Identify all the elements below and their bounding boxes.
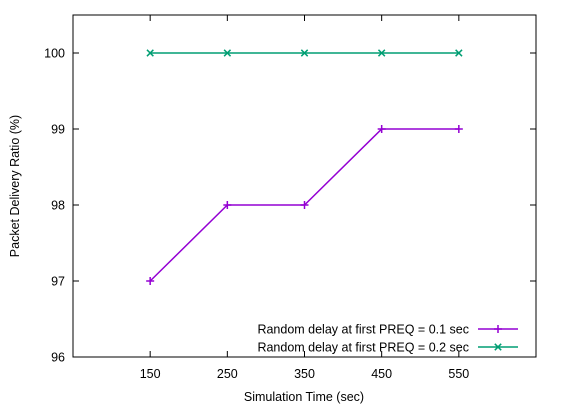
series-2-point xyxy=(223,49,232,57)
series-2-point xyxy=(377,49,386,57)
legend-item-1: Random delay at first PREQ = 0.1 sec xyxy=(257,323,518,337)
legend-label: Random delay at first PREQ = 0.2 sec xyxy=(257,341,469,355)
series-2-point xyxy=(300,49,309,57)
y-axis-title: Packet Delivery Ratio (%) xyxy=(8,115,22,257)
legend-label: Random delay at first PREQ = 0.1 sec xyxy=(257,323,469,337)
series-1-point xyxy=(223,201,232,209)
series-1-point xyxy=(454,125,463,133)
y-tick-label: 98 xyxy=(51,199,65,213)
legend-swatch-marker xyxy=(494,343,502,351)
series-1-point xyxy=(146,277,155,285)
y-tick-label: 96 xyxy=(51,351,65,365)
series-2-point xyxy=(146,49,154,57)
series-2 xyxy=(146,49,463,57)
ticks-layer: 96 97 98 99 100 150 250 350 450 550 xyxy=(44,15,536,381)
plot-frame xyxy=(72,14,537,358)
x-tick-label: 450 xyxy=(371,367,392,381)
series-2-point xyxy=(455,49,463,57)
legend-swatch-marker xyxy=(494,325,502,333)
series-layer xyxy=(146,49,463,285)
y-tick-label: 97 xyxy=(51,275,65,289)
series-1 xyxy=(146,125,463,285)
x-tick-label: 350 xyxy=(294,367,315,381)
series-1-point xyxy=(377,125,386,133)
y-tick-label: 99 xyxy=(51,123,65,137)
series-1-point xyxy=(300,201,309,209)
legend: Random delay at first PREQ = 0.1 sec Rand… xyxy=(257,323,518,355)
x-tick-label: 250 xyxy=(217,367,238,381)
x-tick-label: 150 xyxy=(140,367,161,381)
y-tick-label: 100 xyxy=(44,47,65,61)
x-axis-title: Simulation Time (sec) xyxy=(244,390,364,404)
x-tick-label: 550 xyxy=(448,367,469,381)
legend-item-2: Random delay at first PREQ = 0.2 sec xyxy=(257,341,518,355)
